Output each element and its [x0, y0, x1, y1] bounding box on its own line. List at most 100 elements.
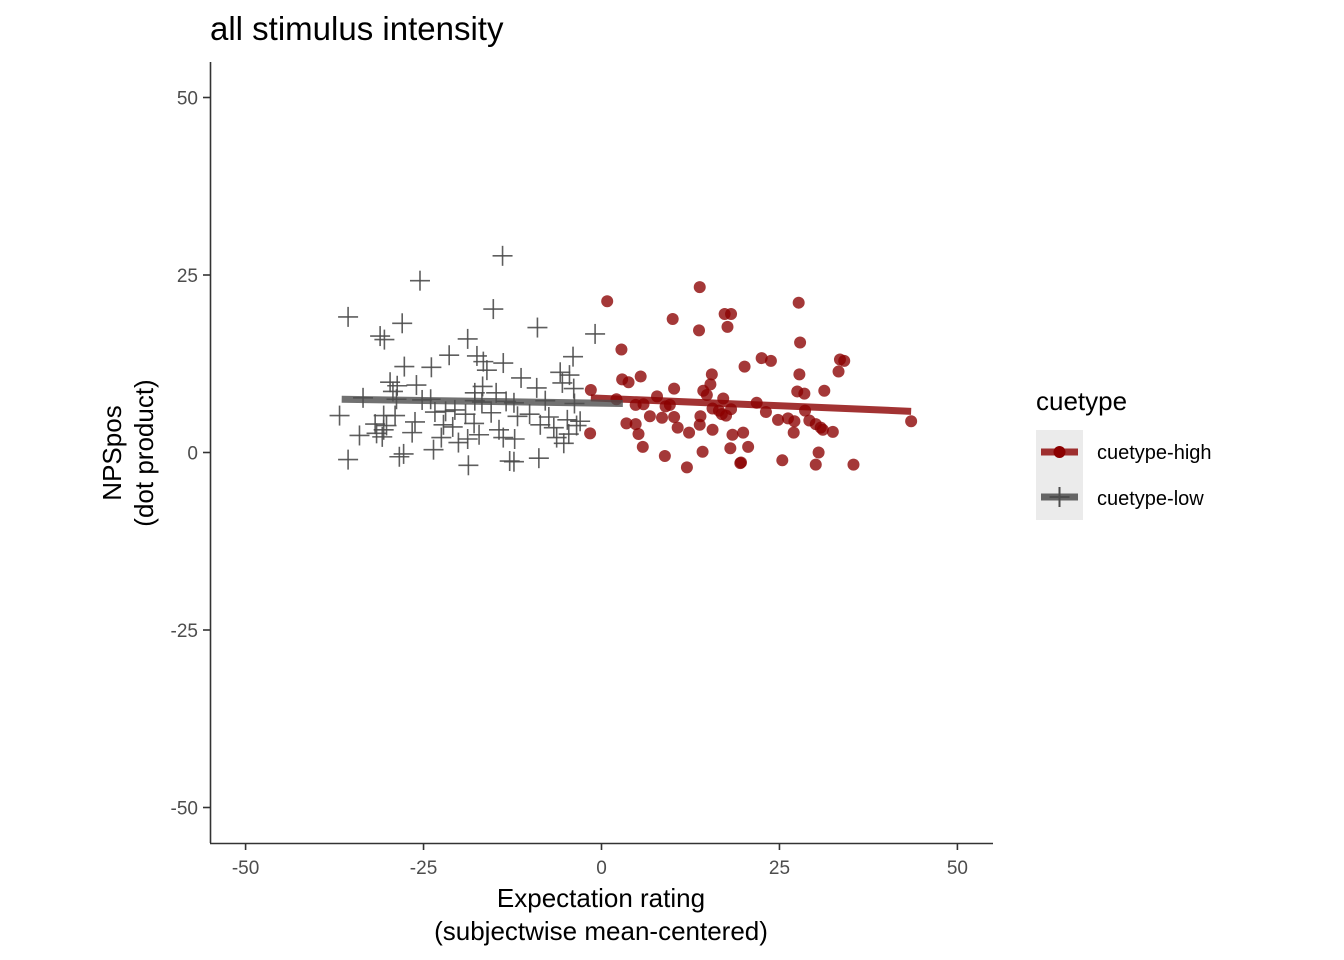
- cuetype-high-point: [764, 354, 777, 367]
- cuetype-low-point: [373, 419, 394, 440]
- cuetype-high-point: [622, 376, 635, 389]
- cuetype-high-point: [693, 324, 706, 337]
- cuetype-high-point: [809, 458, 822, 471]
- cuetype-low-point: [338, 306, 359, 327]
- cuetype-high-point: [632, 428, 645, 441]
- cuetype-high-point: [636, 440, 649, 453]
- cuetype-low-point: [405, 411, 426, 432]
- cuetype-low-point: [421, 357, 442, 378]
- cuetype-low-point: [370, 326, 391, 347]
- cuetype-low-point: [570, 411, 591, 432]
- cuetype-high-point: [847, 458, 860, 471]
- cuetype-high-point: [693, 418, 706, 431]
- cuetype-low-point: [423, 439, 444, 460]
- cuetype-low-point: [481, 402, 502, 423]
- x-tick-label: -50: [232, 858, 259, 879]
- cuetype-low-point: [457, 429, 478, 450]
- cuetype-high-point: [738, 360, 751, 373]
- y-tick-label: 50: [177, 89, 198, 110]
- cuetype-high-point: [629, 418, 642, 431]
- cuetype-low-point: [385, 405, 406, 426]
- cuetype-low-point: [566, 415, 587, 436]
- y-axis-title-line-2: (dot product): [129, 379, 159, 526]
- cuetype-high-point: [620, 417, 633, 430]
- cuetype-high-point: [793, 368, 806, 381]
- y-tick-label: 25: [177, 266, 198, 287]
- cuetype-high-point: [772, 413, 785, 426]
- cuetype-low-point: [464, 413, 485, 434]
- cuetype-high-point: [601, 295, 614, 308]
- cuetype-low-point: [553, 433, 574, 454]
- y-tick-label: -25: [171, 621, 198, 642]
- cuetype-low-point: [526, 377, 547, 398]
- cuetype-high-point: [755, 352, 768, 365]
- cuetype-low-point: [563, 346, 584, 367]
- cuetype-low-point: [431, 427, 452, 448]
- cuetype-low-point: [376, 415, 397, 436]
- cuetype-low-point: [543, 417, 564, 438]
- x-axis-title-line-1: Expectation rating: [497, 883, 705, 913]
- cuetype-high-point: [838, 354, 851, 367]
- cuetype-high-point: [705, 368, 718, 381]
- cuetype-high-point: [818, 384, 831, 397]
- cuetype-high-point: [666, 313, 679, 326]
- cuetype-low-point: [392, 313, 413, 334]
- cuetype-high-point: [584, 384, 597, 397]
- cuetype-low-point: [493, 427, 514, 448]
- cuetype-low-point: [504, 429, 525, 450]
- chart-title: all stimulus intensity: [210, 10, 504, 47]
- cuetype-low-point: [493, 353, 514, 374]
- cuetype-low-point: [406, 375, 427, 396]
- x-tick-label: 50: [947, 858, 968, 879]
- cuetype-low-point: [365, 414, 386, 435]
- cuetype-low-point: [455, 404, 476, 425]
- cuetype-high-point: [696, 445, 709, 458]
- cuetype-high-point: [826, 425, 839, 438]
- cuetype-high-point: [788, 415, 801, 428]
- cuetype-low-point: [511, 367, 532, 388]
- cuetype-low-point: [557, 409, 578, 430]
- cuetype-high-point: [832, 365, 845, 378]
- y-tick-label: 0: [187, 444, 198, 465]
- cuetype-high-point: [816, 423, 829, 436]
- cuetype-high-point: [776, 454, 789, 467]
- cuetype-low-point: [442, 416, 463, 437]
- cuetype-high-point: [668, 411, 681, 423]
- plot-area: [329, 245, 918, 476]
- cuetype-low-point: [488, 419, 509, 440]
- cuetype-high-point: [680, 461, 693, 474]
- cuetype-low-point: [448, 432, 469, 453]
- cuetype-high-point: [656, 411, 669, 424]
- cuetype-high-point: [671, 421, 684, 434]
- cuetype-high-point: [700, 388, 713, 401]
- cuetype-low-point: [393, 443, 414, 464]
- y-tick-label: -50: [171, 799, 198, 820]
- cuetype-low-point: [433, 414, 454, 435]
- x-axis-title-line-2: (subjectwise mean-centered): [434, 916, 768, 946]
- cuetype-high-point: [734, 457, 747, 470]
- cuetype-high-point: [792, 296, 805, 309]
- cuetype-high-point: [724, 442, 737, 455]
- legend-label-low: cuetype-low: [1097, 488, 1204, 510]
- cuetype-low-point: [492, 245, 513, 266]
- cuetype-low-point: [538, 407, 559, 427]
- cuetype-low-point: [476, 360, 497, 381]
- cuetype-high-point: [643, 410, 656, 423]
- cuetype-high-point: [668, 382, 681, 395]
- cuetype-low-point: [466, 345, 487, 366]
- cuetype-low-point: [552, 372, 573, 393]
- cuetype-low-point: [527, 317, 548, 338]
- legend-title: cuetype: [1036, 386, 1127, 416]
- cuetype-low-point: [503, 451, 524, 472]
- cuetype-low-point: [528, 448, 549, 469]
- cuetype-low-point: [469, 424, 490, 445]
- cuetype-low-point: [409, 270, 430, 291]
- cuetype-low-point: [435, 401, 456, 422]
- cuetype-low-point: [439, 345, 460, 366]
- cuetype-low-fit-line: [341, 395, 623, 408]
- cuetype-high-point: [726, 428, 739, 441]
- cuetype-low-point: [402, 422, 423, 443]
- cuetype-low-point: [374, 329, 395, 350]
- cuetype-high-point: [658, 450, 671, 463]
